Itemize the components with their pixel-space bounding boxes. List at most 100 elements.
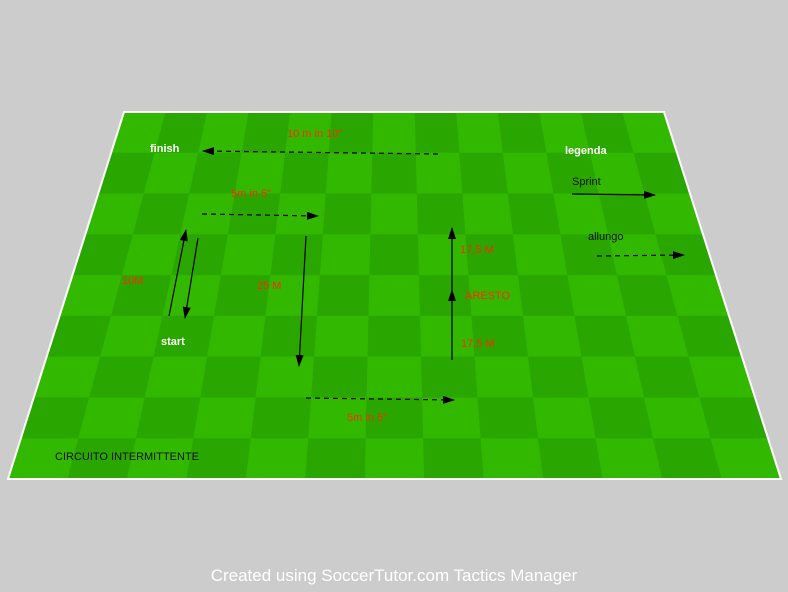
pitch-tile — [200, 356, 261, 398]
legend-sprint-label: Sprint — [572, 176, 601, 188]
pitch-tile — [189, 152, 242, 194]
pitch-tile — [622, 112, 677, 153]
pitch-tile — [465, 234, 518, 276]
pitch-tile — [322, 193, 372, 235]
start-sprint-down-arrow — [182, 237, 199, 319]
pitch-tile — [588, 397, 654, 439]
pitch-tile — [370, 193, 418, 235]
pitch-tile — [153, 315, 215, 357]
pitch-tile — [46, 315, 112, 357]
pitch-tile — [368, 275, 421, 316]
pitch-tile — [207, 315, 266, 357]
pitch-tile — [474, 356, 534, 398]
pitch-tile — [607, 234, 667, 276]
pitch-tile — [234, 152, 286, 194]
pitch-tile — [89, 356, 154, 398]
pitch-tile — [121, 234, 181, 276]
lower-right-distance-label: 17,5 M — [461, 338, 495, 350]
pitch-tile — [710, 438, 781, 479]
pitch-tile — [162, 275, 221, 316]
pitch-tile — [416, 193, 466, 235]
pitch-tile — [186, 438, 251, 479]
pitch-tile — [666, 275, 729, 316]
circuit-title: CIRCUITO INTERMITTENTE — [55, 451, 199, 463]
pitch-tile — [528, 356, 589, 398]
pitch-tile — [567, 275, 627, 316]
pitch-tile — [227, 193, 281, 235]
pitch-tile — [655, 234, 716, 276]
pitch-tile — [85, 193, 144, 235]
pitch-tile — [497, 112, 547, 153]
middle-sprint-arrow — [295, 235, 307, 367]
pitch-tile — [285, 112, 332, 153]
stride-legend-icon — [596, 251, 685, 260]
pitch-tile — [193, 397, 256, 439]
pitch-tile — [677, 315, 742, 357]
footer-credit: Created using SoccerTutor.com Tactics Ma… — [210, 566, 578, 585]
pitch-tile — [59, 275, 122, 316]
pitch-tile — [688, 356, 755, 398]
pitch-tile — [415, 152, 463, 194]
top-distance-label: 10 m in 10" — [287, 128, 342, 140]
pitch-tile — [67, 438, 136, 479]
pitch-tile — [214, 275, 271, 316]
pitch-tile — [471, 315, 529, 357]
mid-distance-label: 25 M — [257, 280, 281, 292]
pitch-tile — [365, 397, 424, 439]
legend-title: legenda — [565, 145, 607, 157]
pitch-tile — [539, 112, 590, 153]
pitch-tile — [126, 438, 194, 479]
pitch-tile — [574, 315, 636, 357]
pitch-tile — [635, 356, 700, 398]
pitch-tile — [317, 275, 370, 316]
pitch-tile — [512, 234, 568, 276]
left-distance-label: 10M — [122, 275, 143, 287]
upper-stride-arrow — [201, 211, 319, 220]
sprint-legend-icon — [571, 190, 656, 199]
pitch-tile — [421, 356, 478, 398]
pitch-tile — [371, 152, 417, 194]
pitch-border — [6, 111, 783, 480]
pitch-tile — [20, 397, 90, 439]
pitch-tile — [468, 275, 524, 316]
pitch-tile — [319, 234, 371, 276]
pitch-tile — [364, 438, 425, 479]
pitch-tile — [507, 193, 561, 235]
start-sprint-up-arrow — [168, 229, 188, 317]
pitch-tile — [143, 152, 199, 194]
bottom-run-label: 5m in 5" — [347, 412, 387, 424]
pitch-tile — [308, 397, 367, 439]
pitch-tile — [241, 112, 291, 153]
pitch-tile — [423, 438, 484, 479]
pitch-tile — [220, 234, 276, 276]
pitch-tile — [644, 193, 703, 235]
pitch-tile — [581, 356, 645, 398]
pitch-tile — [420, 315, 475, 357]
pitch-tile — [154, 112, 208, 153]
pitch-tile — [135, 397, 201, 439]
pitch-tile — [477, 397, 539, 439]
pitch-tile — [595, 438, 663, 479]
pitch-tile — [523, 315, 582, 357]
pitch-tile — [546, 152, 599, 194]
pitch-tile — [33, 356, 101, 398]
pitch-tile — [533, 397, 596, 439]
pitch-tile — [644, 397, 711, 439]
pitch-tile — [314, 315, 369, 357]
pitch-tile — [280, 152, 329, 194]
pitch-tile — [305, 438, 366, 479]
pitch-tile — [369, 234, 419, 276]
pitch-tile — [626, 315, 689, 357]
pitch-tile — [459, 152, 508, 194]
finish-stride-arrow — [202, 147, 439, 156]
pitch-tile — [517, 275, 575, 316]
pitch-tile — [538, 438, 603, 479]
pitch-tile — [653, 438, 722, 479]
pitch-tile — [250, 397, 312, 439]
pitch-tile — [311, 356, 368, 398]
pitch-tile — [633, 152, 690, 194]
pitch-tile — [502, 152, 554, 194]
pitch-tile — [260, 315, 318, 357]
pitch-tile — [270, 234, 323, 276]
pitch-tile — [367, 315, 422, 357]
